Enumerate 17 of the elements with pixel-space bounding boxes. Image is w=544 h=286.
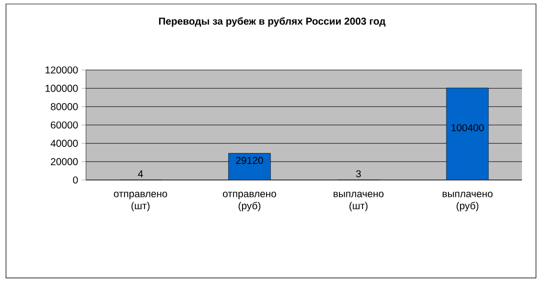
y-tick-label: 80000 [50, 103, 78, 110]
data-label: 3 [356, 170, 361, 178]
y-tick-label: 60000 [50, 121, 78, 129]
bar [446, 88, 489, 180]
y-tick-label: 40000 [50, 140, 78, 147]
x-tick-label: отправлено (руб) [222, 192, 276, 212]
data-label: 4 [138, 170, 143, 178]
y-tick-label: 20000 [50, 158, 78, 166]
x-tick-label: выплачено (руб) [442, 192, 493, 212]
x-tick-label: отправлено (шт) [114, 192, 168, 212]
data-label: 100400 [452, 124, 484, 132]
x-tick-label: выплачено (шт) [334, 192, 384, 212]
y-tick-label: 0 [73, 176, 78, 184]
chart-title: Переводы за рубеж в рублях России 2003 год [159, 17, 386, 27]
y-tick-label: 120000 [46, 66, 78, 74]
data-label: 29120 [236, 156, 264, 164]
y-tick-label: 100000 [46, 84, 78, 92]
